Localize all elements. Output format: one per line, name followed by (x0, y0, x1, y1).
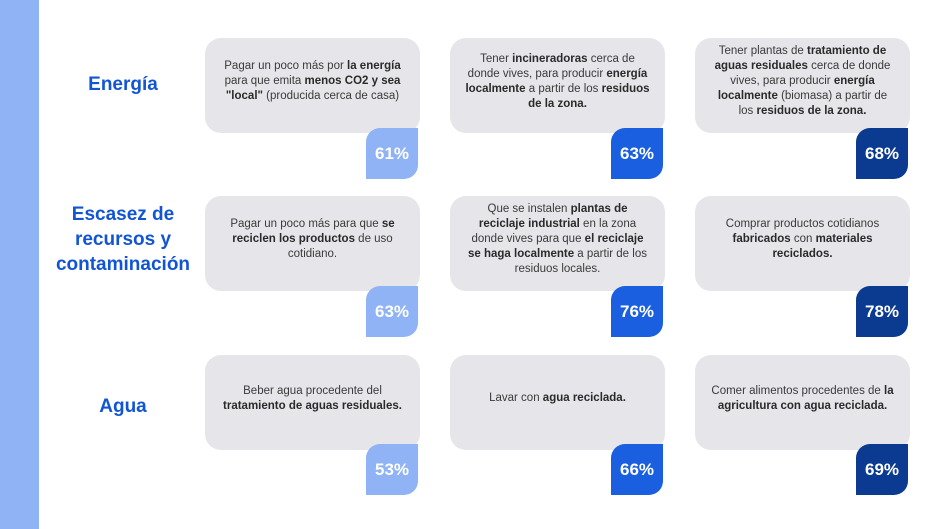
row-label-agua: Agua (99, 395, 147, 417)
statement-emphasis: plantas de reciclaje industrial (478, 203, 628, 230)
statement-run: con (790, 233, 816, 245)
statement-run: Lavar con (489, 392, 543, 404)
row-label-escasez: Escasez de recursos y contaminación (55, 203, 191, 275)
statement-run: (biomasa) a partir de los (738, 90, 888, 117)
statement-emphasis: la energía (347, 60, 401, 72)
statement-emphasis: la agricultura con agua reciclada. (717, 384, 894, 412)
statement-emphasis: fabricados (732, 233, 791, 245)
statement-text: Comer alimentos procedentes de la agricu… (709, 384, 896, 414)
left-accent-bar (0, 0, 39, 529)
statement-run: Comprar productos cotidianos (725, 218, 880, 230)
statement-card: Pagar un poco más por la energía para qu… (205, 38, 420, 133)
statement-text: Lavar con agua reciclada. (489, 391, 626, 406)
statement-run: cerca de donde vives, para producir (730, 60, 891, 87)
statement-run: de uso cotidiano. (287, 233, 393, 260)
statement-emphasis: menos CO2 y sea "local" (225, 75, 401, 102)
statement-text: Comprar productos cotidianos fabricados … (709, 217, 896, 262)
statement-text: Tener plantas de tratamiento de aguas re… (709, 44, 896, 119)
percent-badge: 53% (366, 444, 418, 495)
statement-card: Comprar productos cotidianos fabricados … (695, 196, 910, 291)
statement-run: para que emita (224, 75, 305, 87)
percent-badge: 63% (611, 128, 663, 179)
statement-emphasis: el reciclaje se haga localmente (468, 233, 644, 260)
statement-text: Pagar un poco más por la energía para qu… (219, 59, 406, 104)
statement-emphasis: residuos de la zona. (756, 105, 867, 117)
row-label-energia: Energía (88, 73, 158, 95)
statement-emphasis: energía localmente (717, 75, 875, 102)
statement-run: Que se instalen (487, 203, 571, 215)
statement-emphasis: se reciclen los productos (232, 218, 395, 245)
statement-card: Tener incineradoras cerca de donde vives… (450, 38, 665, 133)
percent-badge: 68% (856, 128, 908, 179)
statement-text: Que se instalen plantas de reciclaje ind… (464, 202, 651, 277)
statement-card: Pagar un poco más para que se reciclen l… (205, 196, 420, 291)
statement-run: Comer alimentos procedentes de (711, 384, 884, 397)
statement-text: Beber agua procedente del tratamiento de… (219, 384, 406, 414)
statement-run: Tener plantas de (718, 45, 807, 57)
statement-emphasis: residuos de la zona. (528, 82, 650, 110)
percent-badge: 69% (856, 444, 908, 495)
statement-emphasis: energía localmente (465, 67, 648, 95)
percent-badge: 78% (856, 286, 908, 337)
statement-run: a partir de los (525, 82, 602, 95)
statement-run: (producida cerca de casa) (262, 90, 400, 102)
percent-badge: 66% (611, 444, 663, 495)
statement-run: en la zona donde vives para que (471, 218, 637, 245)
statement-run: Pagar un poco más por (224, 60, 348, 72)
statement-card: Lavar con agua reciclada. (450, 355, 665, 450)
percent-badge: 63% (366, 286, 418, 337)
statement-run: a partir de los residuos locales. (514, 248, 647, 275)
statement-text: Tener incineradoras cerca de donde vives… (464, 52, 651, 112)
statement-card: Beber agua procedente del tratamiento de… (205, 355, 420, 450)
statement-card: Que se instalen plantas de reciclaje ind… (450, 196, 665, 291)
statement-run: Tener (480, 52, 513, 65)
statement-run: Pagar un poco más para que (230, 218, 382, 230)
statement-run: Beber agua procedente del (243, 384, 382, 397)
statement-emphasis: incineradoras (512, 52, 588, 65)
statement-card: Comer alimentos procedentes de la agricu… (695, 355, 910, 450)
percent-badge: 61% (366, 128, 418, 179)
statement-run: cerca de donde vives, para producir (467, 52, 635, 80)
statement-emphasis: tratamiento de aguas residuales. (223, 399, 402, 412)
statement-emphasis: agua reciclada. (542, 392, 626, 404)
statement-text: Pagar un poco más para que se reciclen l… (219, 217, 406, 262)
percent-badge: 76% (611, 286, 663, 337)
statement-emphasis: materiales reciclados. (772, 233, 873, 260)
statement-emphasis: tratamiento de aguas residuales (714, 45, 887, 72)
statement-card: Tener plantas de tratamiento de aguas re… (695, 38, 910, 133)
